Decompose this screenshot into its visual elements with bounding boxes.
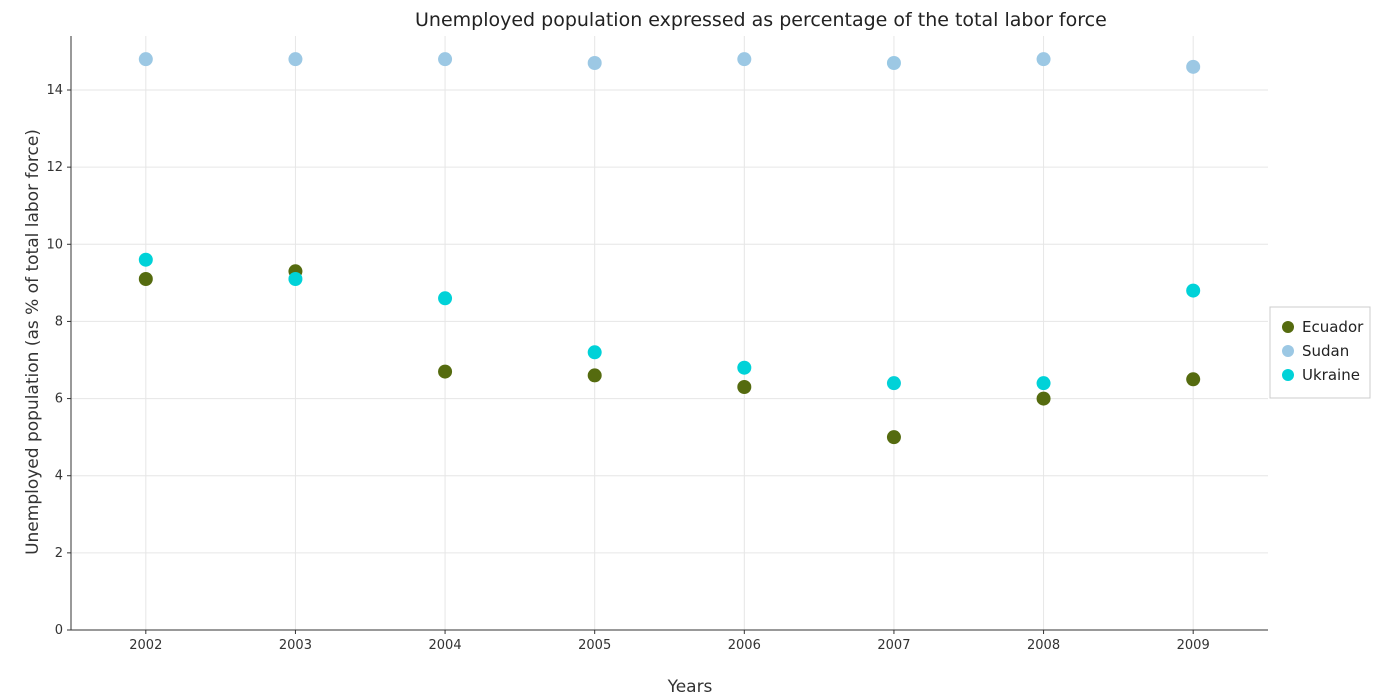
data-point xyxy=(1186,59,1201,74)
axes xyxy=(70,36,1268,631)
x-tick-label: 2002 xyxy=(129,638,162,653)
data-point xyxy=(1036,52,1051,67)
data-point xyxy=(288,272,303,286)
x-tick-label: 2008 xyxy=(1027,638,1060,653)
data-point xyxy=(1036,376,1051,391)
y-axis-label: Unemployed population (as % of total lab… xyxy=(23,129,43,555)
y-tick-label: 10 xyxy=(46,237,63,252)
data-point xyxy=(737,380,752,394)
y-tick-label: 2 xyxy=(55,546,63,561)
legend-label: Ecuador xyxy=(1302,318,1364,336)
series-ukraine xyxy=(138,252,1201,391)
data-point xyxy=(587,345,602,360)
x-tick-label: 2007 xyxy=(877,638,910,653)
chart-title: Unemployed population expressed as perce… xyxy=(415,9,1107,31)
data-point xyxy=(138,52,153,67)
data-point xyxy=(288,52,303,67)
data-point xyxy=(587,56,602,70)
y-tick-label: 6 xyxy=(55,392,63,407)
data-points xyxy=(138,52,1201,445)
x-tick-label: 2004 xyxy=(429,638,462,653)
x-axis-label: Years xyxy=(667,677,713,697)
data-point xyxy=(438,52,453,67)
y-tick-label: 0 xyxy=(55,623,63,638)
y-tick-label: 12 xyxy=(46,160,63,175)
legend-marker-ukraine xyxy=(1282,369,1294,381)
x-tick-label: 2006 xyxy=(728,638,761,653)
data-point xyxy=(1036,391,1051,406)
data-point xyxy=(737,360,752,375)
x-tick-label: 2005 xyxy=(578,638,611,653)
grid xyxy=(71,36,1268,631)
x-tick-label: 2003 xyxy=(279,638,312,653)
data-point xyxy=(1186,372,1201,387)
data-point xyxy=(138,272,153,286)
legend-label: Ukraine xyxy=(1302,366,1360,384)
y-tick-labels: 0 2 4 6 8 10 12 14 xyxy=(46,83,71,638)
legend-marker-ecuador xyxy=(1282,321,1294,333)
data-point xyxy=(886,56,901,70)
y-tick-label: 8 xyxy=(55,314,63,329)
data-point xyxy=(737,52,752,67)
x-tick-labels: 2002 2003 2004 2005 2006 2007 2008 2009 xyxy=(129,630,1210,653)
y-tick-label: 14 xyxy=(46,83,63,98)
y-tick-label: 4 xyxy=(55,469,63,484)
legend: Ecuador Sudan Ukraine xyxy=(1269,306,1371,399)
data-point xyxy=(886,376,901,391)
x-tick-label: 2009 xyxy=(1177,638,1210,653)
legend-label: Sudan xyxy=(1302,342,1349,360)
series-ecuador xyxy=(138,264,1201,445)
data-point xyxy=(438,291,453,306)
series-sudan xyxy=(138,52,1201,74)
legend-marker-sudan xyxy=(1282,345,1294,357)
data-point xyxy=(1186,283,1201,298)
data-point xyxy=(438,364,453,379)
data-point xyxy=(886,430,901,445)
data-point xyxy=(138,252,153,267)
data-point xyxy=(587,368,602,383)
